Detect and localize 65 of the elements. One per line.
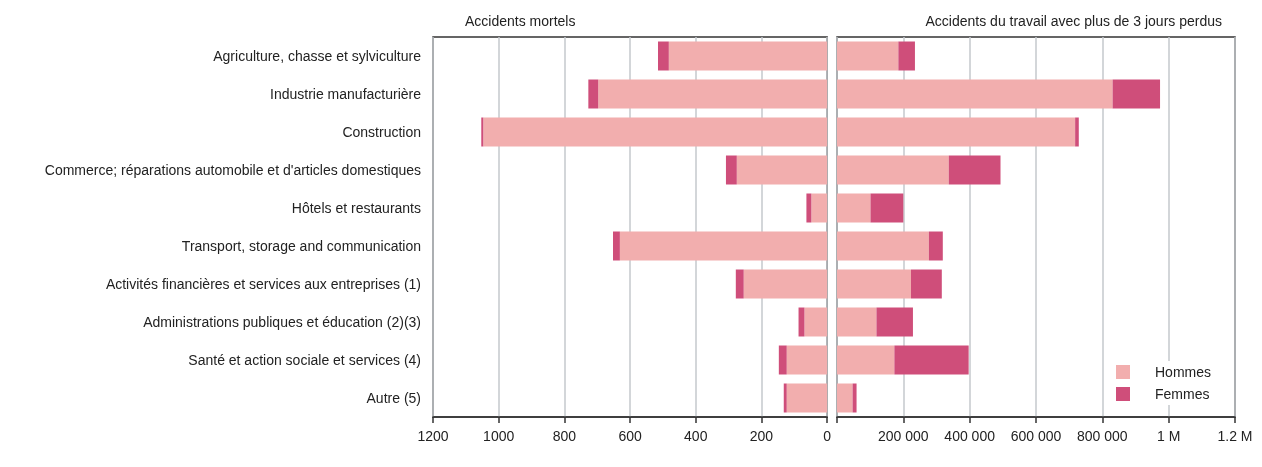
bar	[657, 41, 669, 71]
bar	[837, 193, 871, 223]
bar	[898, 41, 915, 71]
bar	[736, 155, 828, 185]
bar	[811, 193, 828, 223]
bar	[783, 383, 787, 413]
bar	[1075, 117, 1079, 147]
y-tick-label: Industrie manufacturière	[270, 86, 422, 102]
y-tick-label: Autre (5)	[366, 390, 421, 406]
bar	[483, 117, 828, 147]
bar	[837, 383, 853, 413]
bar	[598, 79, 828, 109]
bar	[837, 41, 899, 71]
x-tick-label: 1200	[417, 428, 449, 444]
bar	[837, 117, 1076, 147]
bar	[876, 307, 913, 337]
x-tick-label: 1.2 M	[1217, 428, 1253, 444]
x-tick-label: 200 000	[878, 428, 929, 444]
bar	[778, 345, 787, 375]
bar	[725, 155, 737, 185]
bar	[837, 155, 949, 185]
y-tick-label: Santé et action sociale et services (4)	[188, 352, 421, 368]
bar	[619, 231, 828, 261]
x-tick-label: 800	[552, 428, 577, 444]
x-tick-label: 1 M	[1156, 428, 1181, 444]
bar	[786, 383, 828, 413]
y-tick-label: Administrations publiques et éducation (2)(3)	[143, 314, 421, 330]
bar	[743, 269, 828, 299]
x-tick-label: 600 000	[1010, 428, 1062, 444]
bar	[837, 345, 895, 375]
bar	[668, 41, 828, 71]
x-tick-label: 400 000	[944, 428, 996, 444]
chart-title: Accidents mortels	[465, 13, 576, 29]
legend-label: Hommes	[1154, 364, 1212, 380]
y-tick-label: Commerce; réparations automobile et d'articles domestiques	[44, 162, 421, 178]
bar	[837, 79, 1113, 109]
bar	[928, 231, 943, 261]
bar	[852, 383, 857, 413]
bar	[910, 269, 942, 299]
chart-title: Accidents du travail avec plus de 3 jours perdus	[925, 13, 1222, 29]
bar	[588, 79, 599, 109]
bar	[804, 307, 828, 337]
bar	[948, 155, 1001, 185]
bar	[837, 231, 929, 261]
legend-label: Femmes	[1154, 386, 1210, 402]
bar	[837, 307, 877, 337]
bar	[894, 345, 969, 375]
y-tick-label: Hôtels et restaurants	[291, 200, 421, 216]
x-tick-label: 400	[684, 428, 708, 444]
bar	[735, 269, 744, 299]
y-tick-label: Agriculture, chasse et sylviculture	[213, 48, 422, 64]
x-tick-label: 1000	[483, 428, 515, 444]
bar	[837, 269, 911, 299]
x-tick-label: 200	[749, 428, 774, 444]
bar	[1112, 79, 1161, 109]
x-tick-label: 800 000	[1077, 428, 1128, 444]
x-tick-label: 0	[823, 428, 832, 444]
bar	[806, 193, 812, 223]
bar	[870, 193, 904, 223]
y-tick-label: Transport, storage and communication	[181, 238, 421, 254]
bar	[612, 231, 620, 261]
x-tick-label: 600	[618, 428, 642, 444]
y-tick-label: Activités financières et services aux entreprises (1)	[105, 276, 421, 292]
bar	[786, 345, 828, 375]
y-tick-label: Construction	[342, 124, 421, 140]
